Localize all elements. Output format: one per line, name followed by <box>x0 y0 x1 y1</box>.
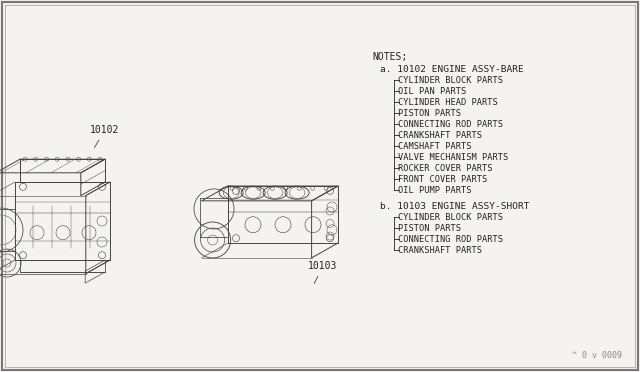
Text: PISTON PARTS: PISTON PARTS <box>398 109 461 118</box>
Text: CONNECTING ROD PARTS: CONNECTING ROD PARTS <box>398 119 503 128</box>
Text: OIL PAN PARTS: OIL PAN PARTS <box>398 87 467 96</box>
Text: ^ 0 v 0009: ^ 0 v 0009 <box>572 351 622 360</box>
Text: FRONT COVER PARTS: FRONT COVER PARTS <box>398 174 487 183</box>
Text: 10102: 10102 <box>90 125 120 148</box>
Text: CRANKSHAFT PARTS: CRANKSHAFT PARTS <box>398 246 482 254</box>
Text: CYLINDER BLOCK PARTS: CYLINDER BLOCK PARTS <box>398 76 503 84</box>
Text: NOTES;: NOTES; <box>372 52 407 62</box>
Text: OIL PUMP PARTS: OIL PUMP PARTS <box>398 186 472 195</box>
Text: ROCKER COVER PARTS: ROCKER COVER PARTS <box>398 164 493 173</box>
Text: VALVE MECHANISM PARTS: VALVE MECHANISM PARTS <box>398 153 508 161</box>
Text: PISTON PARTS: PISTON PARTS <box>398 224 461 232</box>
Text: a. 10102 ENGINE ASSY-BARE: a. 10102 ENGINE ASSY-BARE <box>380 65 524 74</box>
Text: b. 10103 ENGINE ASSY-SHORT: b. 10103 ENGINE ASSY-SHORT <box>380 202 529 211</box>
Text: CYLINDER HEAD PARTS: CYLINDER HEAD PARTS <box>398 97 498 106</box>
Text: 10103: 10103 <box>308 261 338 283</box>
Text: CYLINDER BLOCK PARTS: CYLINDER BLOCK PARTS <box>398 212 503 221</box>
Text: CONNECTING ROD PARTS: CONNECTING ROD PARTS <box>398 234 503 244</box>
Text: CRANKSHAFT PARTS: CRANKSHAFT PARTS <box>398 131 482 140</box>
Text: CAMSHAFT PARTS: CAMSHAFT PARTS <box>398 141 472 151</box>
